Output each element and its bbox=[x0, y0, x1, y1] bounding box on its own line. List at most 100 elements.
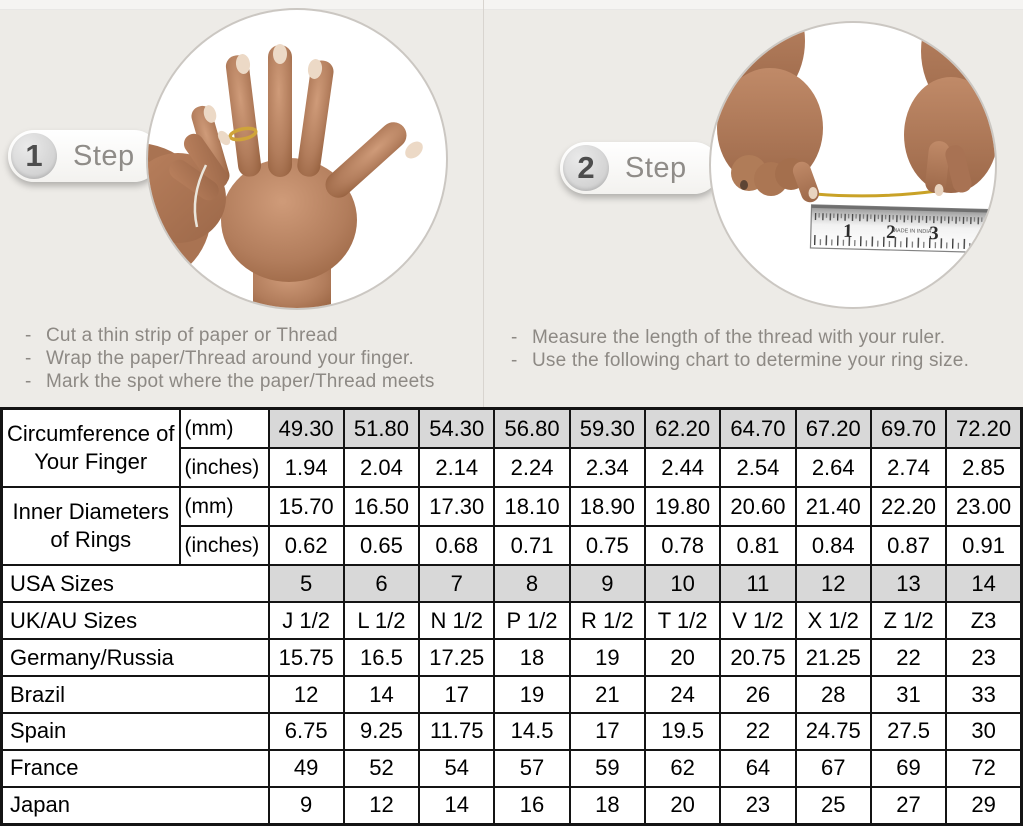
value-cell: 20.60 bbox=[719, 486, 797, 528]
value-cell: 23 bbox=[719, 785, 797, 826]
value-cell: 19 bbox=[568, 638, 646, 678]
value-cell: 27.5 bbox=[869, 711, 948, 751]
value-cell: 16 bbox=[493, 785, 571, 826]
step2-photo: 1 2 3 MADE IN INDIA bbox=[711, 23, 995, 307]
value-cell: 6 bbox=[342, 564, 421, 604]
value-cell: 67.20 bbox=[794, 407, 872, 450]
unit-label: (inches) bbox=[178, 447, 270, 489]
step2-instructions: Measure the length of the thread with yo… bbox=[508, 326, 1018, 372]
value-cell: 17 bbox=[418, 675, 496, 714]
value-cell: 14 bbox=[945, 564, 1023, 604]
value-cell: 0.62 bbox=[267, 525, 345, 567]
step1-badge: 1 Step bbox=[8, 130, 160, 182]
value-cell: 33 bbox=[945, 675, 1023, 714]
step2-label: Step bbox=[625, 151, 687, 184]
value-cell: 2.24 bbox=[493, 447, 571, 489]
value-cell: 0.71 bbox=[493, 525, 571, 567]
value-cell: 19.5 bbox=[643, 711, 722, 751]
value-cell: 19.80 bbox=[643, 486, 722, 528]
ruler-brand-text: MADE IN INDIA bbox=[892, 228, 932, 235]
value-cell: 54 bbox=[418, 748, 496, 788]
value-cell: 21.25 bbox=[794, 638, 872, 678]
value-cell: 8 bbox=[493, 564, 571, 604]
hand-with-thread-illustration bbox=[148, 44, 423, 308]
value-cell: 28 bbox=[794, 675, 872, 714]
value-cell: 10 bbox=[643, 564, 722, 604]
instruction-item: Use the following chart to determine you… bbox=[508, 349, 1018, 372]
value-cell: 2.74 bbox=[869, 447, 948, 489]
ruler-number-2: 2 bbox=[886, 222, 896, 243]
step1-number-circle: 1 bbox=[11, 133, 57, 179]
ruler-number-1: 1 bbox=[843, 221, 853, 242]
value-cell: 18.90 bbox=[568, 486, 646, 528]
row-label: France bbox=[0, 748, 270, 788]
value-cell: 0.75 bbox=[568, 525, 646, 567]
value-cell: 24 bbox=[643, 675, 722, 714]
value-cell: T 1/2 bbox=[643, 601, 722, 641]
value-cell: 0.91 bbox=[945, 525, 1023, 567]
value-cell: 0.84 bbox=[794, 525, 872, 567]
value-cell: 14 bbox=[342, 675, 421, 714]
value-cell: 21 bbox=[568, 675, 646, 714]
value-cell: 6.75 bbox=[267, 711, 345, 751]
value-cell: 25 bbox=[794, 785, 872, 826]
value-cell: 17 bbox=[568, 711, 646, 751]
value-cell: 17.30 bbox=[418, 486, 496, 528]
value-cell: 20 bbox=[643, 638, 722, 678]
row-label: USA Sizes bbox=[0, 564, 270, 604]
value-cell: L 1/2 bbox=[342, 601, 421, 641]
value-cell: X 1/2 bbox=[794, 601, 872, 641]
unit-label: (mm) bbox=[178, 407, 270, 450]
row-group-label: Circumference of Your Finger bbox=[0, 407, 181, 489]
table-row: Japan 9 12 14 16 18 20 23 25 27 29 bbox=[0, 785, 1023, 826]
table-row: Circumference of Your Finger (mm) 49.30 51.… bbox=[0, 407, 1023, 489]
value-cell: 1.94 bbox=[267, 447, 345, 489]
value-cell: 27 bbox=[869, 785, 948, 826]
right-hand bbox=[904, 23, 995, 196]
value-cell: J 1/2 bbox=[267, 601, 345, 641]
value-cell: 0.65 bbox=[342, 525, 421, 567]
value-cell: 31 bbox=[869, 675, 948, 714]
ruler: 1 2 3 MADE IN INDIA bbox=[809, 204, 995, 254]
value-cell: 0.68 bbox=[418, 525, 496, 567]
value-cell: 19 bbox=[493, 675, 571, 714]
value-cell: 13 bbox=[869, 564, 948, 604]
left-hand bbox=[713, 23, 823, 203]
instruction-item: Mark the spot where the paper/Thread mee… bbox=[22, 370, 487, 393]
table-row: Spain 6.75 9.25 11.75 14.5 17 19.5 22 24.75 27.5 3… bbox=[0, 711, 1023, 751]
value-cell: 20.75 bbox=[719, 638, 797, 678]
row-label: Germany/Russia bbox=[0, 638, 270, 678]
step1-instructions: Cut a thin strip of paper or ThreadWrap … bbox=[22, 324, 487, 393]
value-cell: 12 bbox=[794, 564, 872, 604]
value-cell: 2.14 bbox=[418, 447, 496, 489]
value-cell: 30 bbox=[945, 711, 1023, 751]
thread-ring bbox=[228, 126, 258, 142]
value-cell: 72.20 bbox=[945, 407, 1023, 450]
table-row: (inches) 0.62 0.65 0.68 0.71 0.75 0.78 0.81 0.84… bbox=[2, 525, 1023, 567]
instruction-item: Cut a thin strip of paper or Thread bbox=[22, 324, 487, 347]
value-cell: 64 bbox=[719, 748, 797, 788]
value-cell: 51.80 bbox=[342, 407, 421, 450]
value-cell: 14.5 bbox=[493, 711, 571, 751]
value-cell: 62.20 bbox=[643, 407, 722, 450]
value-cell: 23 bbox=[945, 638, 1023, 678]
value-cell: 9 bbox=[267, 785, 345, 826]
value-cell: 16.5 bbox=[342, 638, 421, 678]
gold-thread bbox=[814, 189, 938, 198]
value-cell: 24.75 bbox=[794, 711, 872, 751]
value-cell: 11 bbox=[719, 564, 797, 604]
value-cell: 2.34 bbox=[568, 447, 646, 489]
value-cell: 56.80 bbox=[493, 407, 571, 450]
table-row: France 49 52 54 57 59 62 64 67 69 72 bbox=[0, 748, 1023, 788]
unit-label: (mm) bbox=[178, 486, 270, 528]
row-label: Brazil bbox=[0, 675, 270, 714]
step2-badge: 2 Step bbox=[560, 142, 720, 194]
panel-divider bbox=[483, 0, 484, 407]
value-cell: 57 bbox=[493, 748, 571, 788]
value-cell: 22 bbox=[719, 711, 797, 751]
instruction-item: Wrap the paper/Thread around your finger… bbox=[22, 347, 487, 370]
table-row: Brazil 12 14 17 19 21 24 26 28 31 33 bbox=[0, 675, 1023, 714]
value-cell: 9 bbox=[568, 564, 646, 604]
row-label: Spain bbox=[0, 711, 270, 751]
value-cell: 2.44 bbox=[643, 447, 722, 489]
